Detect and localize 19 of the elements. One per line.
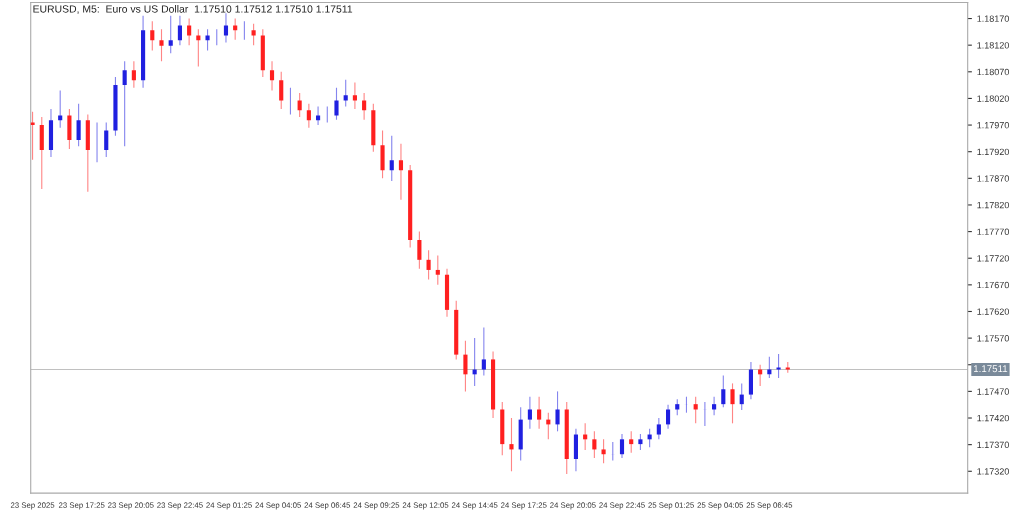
- y-tick-label: 1.17470: [977, 388, 1009, 395]
- y-tick-label: 1.17370: [977, 441, 1009, 448]
- y-tick-label: 1.17670: [977, 281, 1009, 289]
- y-tick-label: 1.17820: [977, 201, 1009, 209]
- chart-title: EURUSD, M5: Euro vs US Dollar 1.17510 1.17512 1.17510 1.17511: [33, 5, 353, 14]
- y-tick-label: 1.18170: [977, 15, 1009, 22]
- y-tick-label: 1.18070: [977, 68, 1009, 76]
- y-tick-label: 1.17970: [977, 122, 1009, 129]
- y-tick-label: 1.17620: [977, 308, 1009, 315]
- y-tick-label: 1.18020: [977, 95, 1009, 102]
- ref-line-label: 1.17511: [973, 365, 1008, 373]
- y-tick-label: 1.17570: [977, 335, 1009, 342]
- y-tick-label: 1.17420: [977, 414, 1009, 422]
- y-tick-label: 1.17920: [977, 148, 1009, 156]
- y-tick-label: 1.18120: [977, 42, 1009, 49]
- y-tick-label: 1.17870: [977, 175, 1009, 182]
- y-tick-label: 1.17320: [977, 468, 1009, 475]
- y-tick-label: 1.17770: [977, 228, 1009, 235]
- y-tick-label: 1.17720: [977, 255, 1009, 262]
